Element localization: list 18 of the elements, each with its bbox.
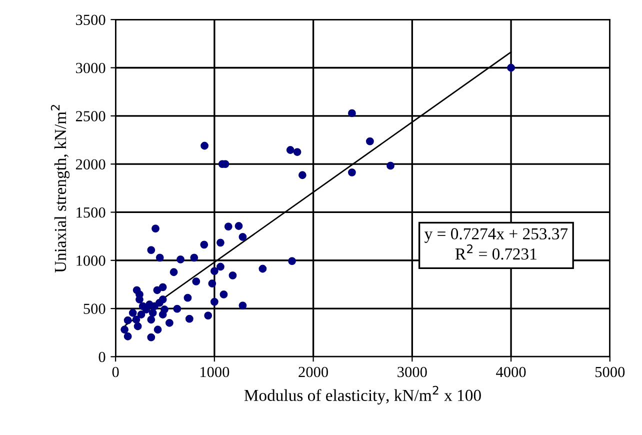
y-tick-label: 3500 xyxy=(76,14,106,26)
y-tick-label: 1500 xyxy=(76,207,106,218)
y-tick-label: 1000 xyxy=(76,256,106,266)
x-tick-label: 0 xyxy=(112,366,119,378)
x-tick-label: 1000 xyxy=(200,366,230,378)
annotation: R$^{2}$ = 0.7231 xyxy=(455,244,536,260)
annotation: y = 0.7274x + 253.37 xyxy=(424,228,568,243)
x-tick-label: 5000 xyxy=(596,366,625,378)
y-axis-title: Uniaxial strength, kN/m$^{2}$ xyxy=(50,105,70,273)
x-tick-label: 2000 xyxy=(298,366,328,378)
y-tick-label: 3000 xyxy=(76,62,106,74)
x-axis-title: Modulus of elasticity, kN/m$^{2}$ x 100 xyxy=(244,386,481,404)
y-tick-label: 0 xyxy=(98,352,106,362)
x-tick-label: 3000 xyxy=(398,366,427,378)
y-tick-label: 2500 xyxy=(76,111,106,122)
y-tick-label: 500 xyxy=(84,304,106,314)
y-tick-label: 2000 xyxy=(76,159,106,170)
x-tick-label: 4000 xyxy=(496,366,526,378)
